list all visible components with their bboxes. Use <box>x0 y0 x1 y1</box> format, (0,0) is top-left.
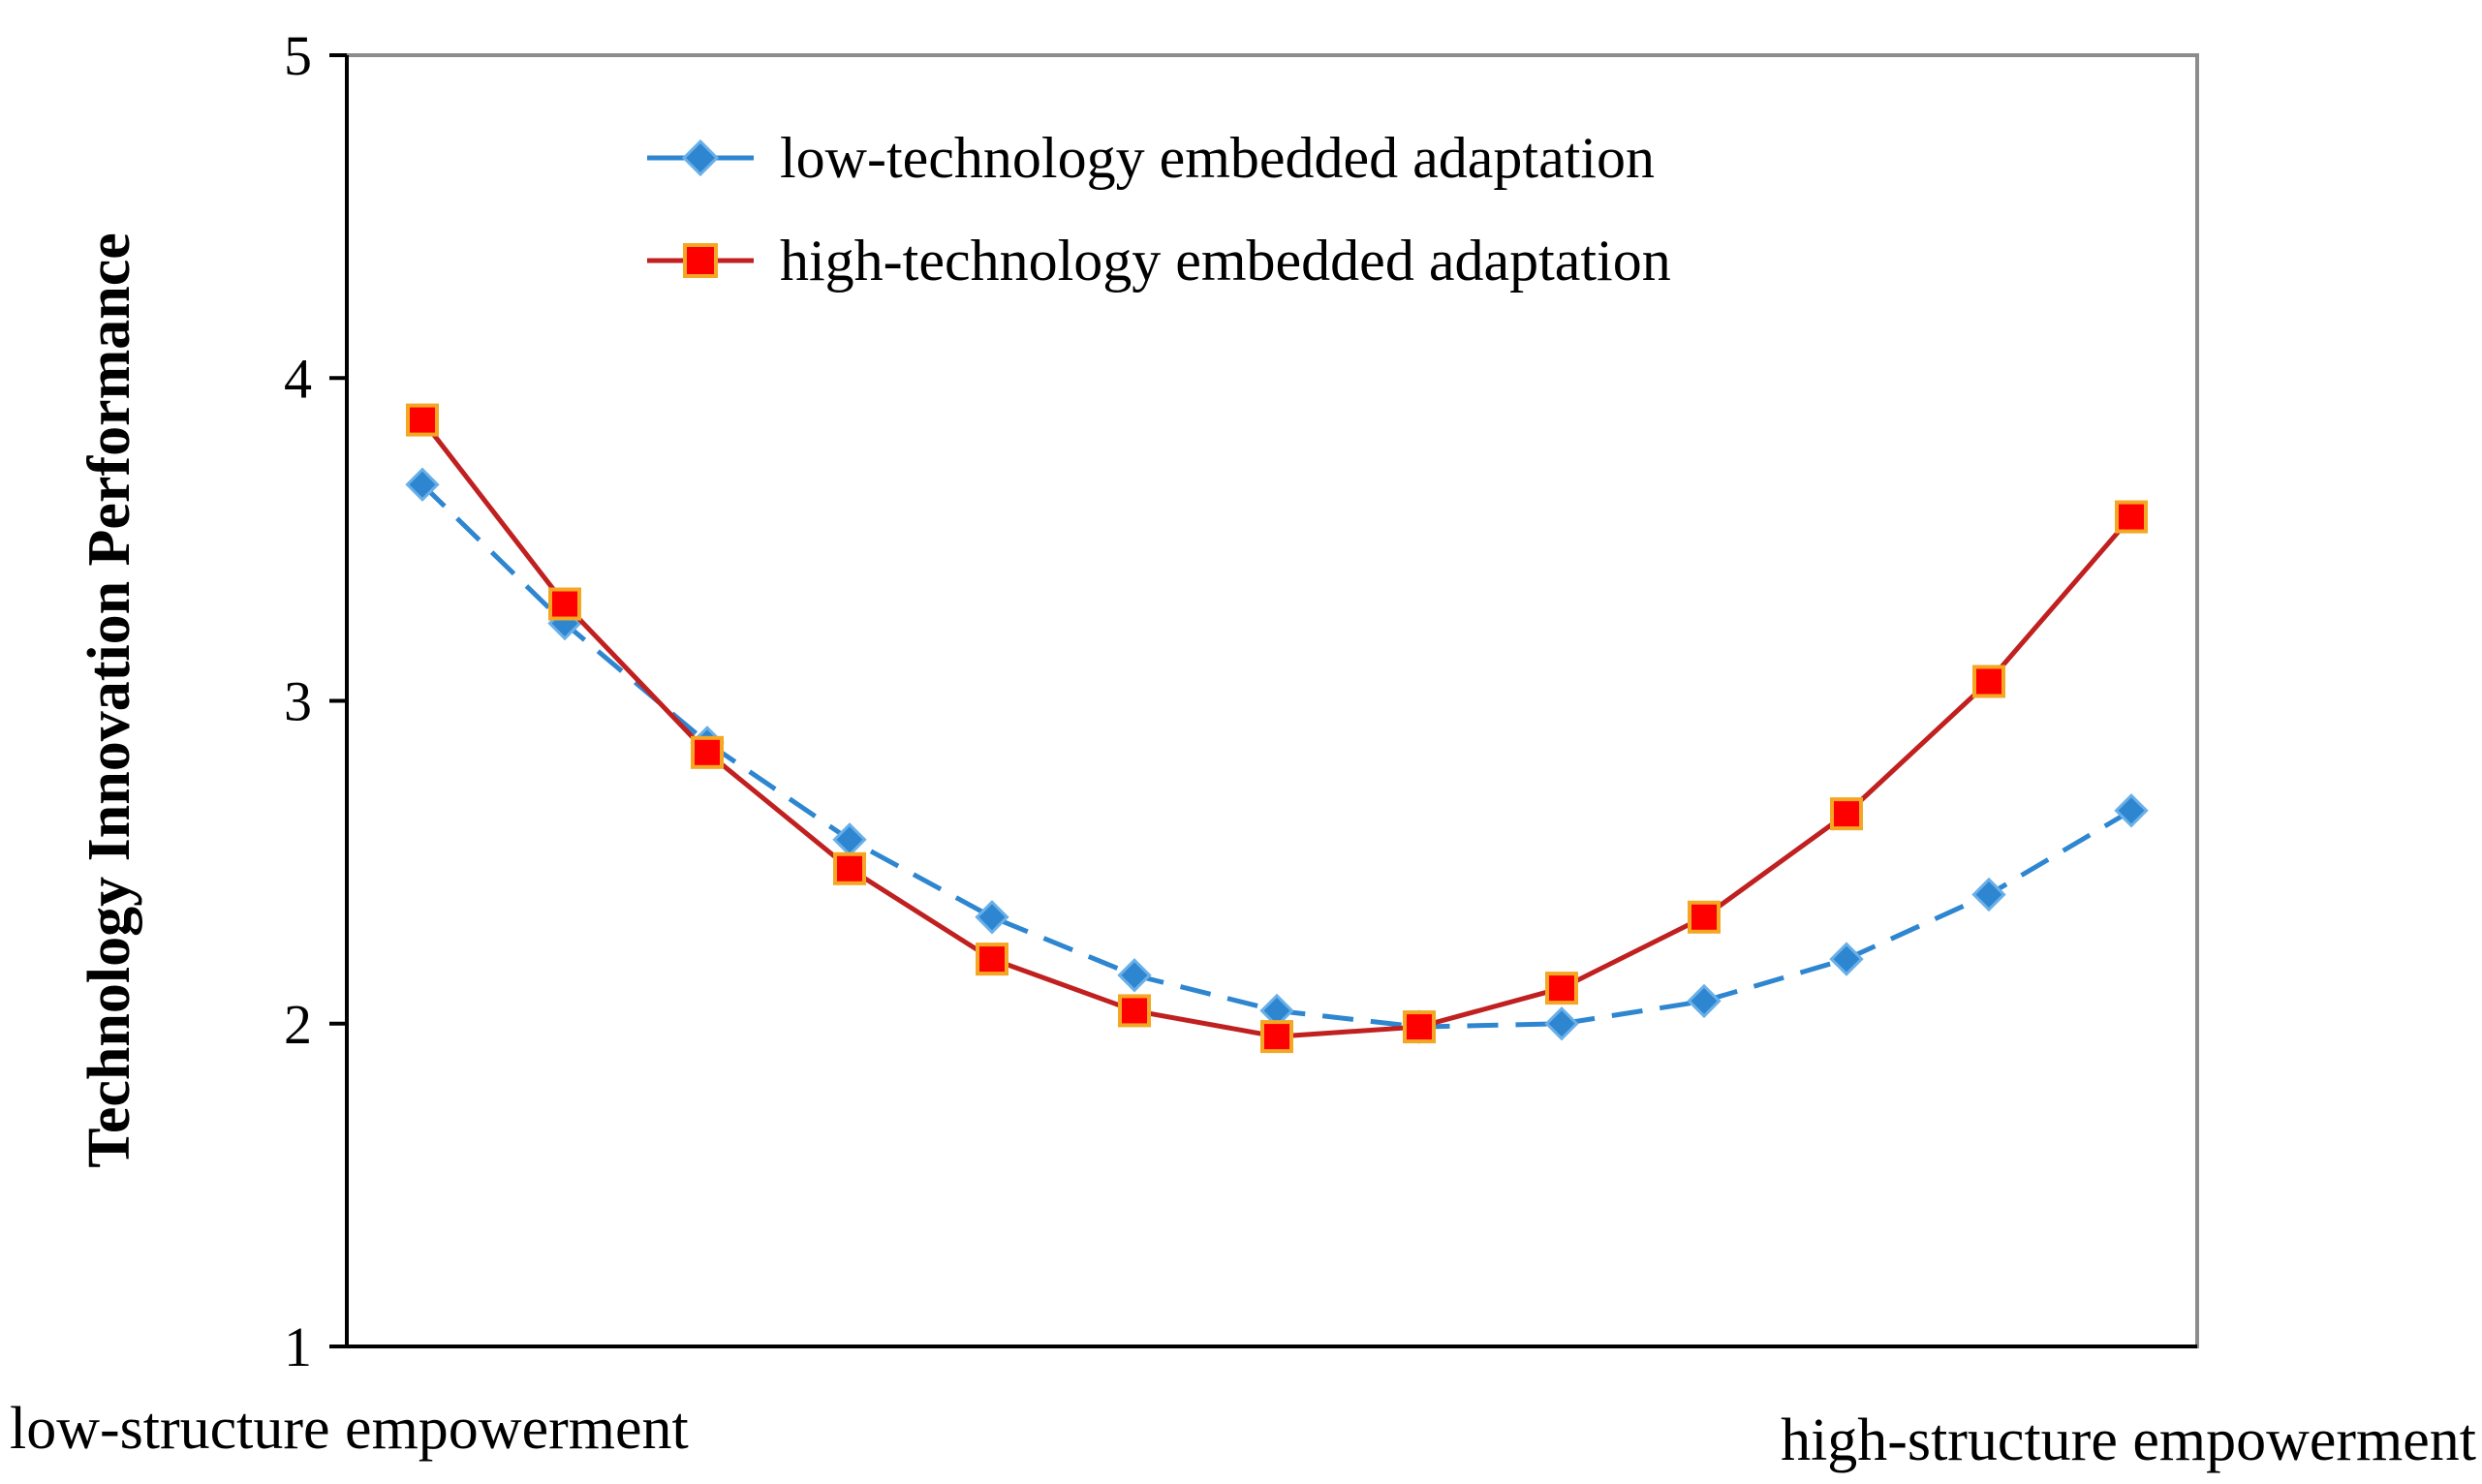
y-tick-label: 5 <box>284 24 312 87</box>
legend: low-technology embedded adaptation high-… <box>647 126 1671 293</box>
legend-entry-low-tech: low-technology embedded adaptation <box>647 126 1655 190</box>
data-point-high-technology <box>2115 500 2148 534</box>
data-point-high-technology <box>1545 972 1578 1005</box>
data-point-high-technology <box>548 587 581 621</box>
series-high-technology <box>406 403 2148 1054</box>
data-point-low-technology <box>975 900 1009 935</box>
y-axis-ticks: 1 2 3 4 5 <box>284 24 347 1378</box>
y-tick-label: 3 <box>284 670 312 733</box>
data-point-low-technology <box>832 822 867 857</box>
y-tick-label: 2 <box>284 993 312 1056</box>
data-point-high-technology <box>1118 994 1151 1028</box>
legend-label-high-tech: high-technology embedded adaptation <box>780 229 1671 293</box>
data-point-low-technology <box>1829 942 1864 976</box>
data-point-high-technology <box>406 403 439 437</box>
x-left-caption: low-structure empowerment <box>10 1396 689 1462</box>
data-point-low-technology <box>1259 993 1294 1029</box>
series-low-technology <box>405 467 2149 1044</box>
data-point-low-technology <box>2114 793 2149 828</box>
legend-marker-high-tech <box>683 243 718 278</box>
y-tick-label: 1 <box>284 1315 312 1378</box>
data-point-low-technology <box>1687 983 1722 1019</box>
data-point-low-technology <box>1544 1006 1579 1041</box>
data-point-high-technology <box>833 851 866 885</box>
y-tick-label: 4 <box>284 347 312 410</box>
data-point-low-technology <box>405 467 440 502</box>
legend-entry-high-tech: high-technology embedded adaptation <box>647 229 1671 293</box>
data-point-high-technology <box>976 943 1008 976</box>
data-point-low-technology <box>1117 958 1152 993</box>
legend-label-low-tech: low-technology embedded adaptation <box>780 126 1655 190</box>
data-point-high-technology <box>1260 1020 1293 1054</box>
data-point-high-technology <box>1688 900 1721 934</box>
legend-marker-low-tech <box>681 139 720 177</box>
y-axis-title: Technology Innovation Performance <box>77 232 142 1168</box>
data-point-high-technology <box>1403 1010 1436 1044</box>
x-right-caption: high-structure empowerment <box>1781 1407 2476 1473</box>
data-point-high-technology <box>1830 797 1863 831</box>
data-point-high-technology <box>1972 665 2005 698</box>
series-layer <box>405 403 2149 1054</box>
data-point-high-technology <box>691 735 724 769</box>
data-point-low-technology <box>1971 877 2006 912</box>
